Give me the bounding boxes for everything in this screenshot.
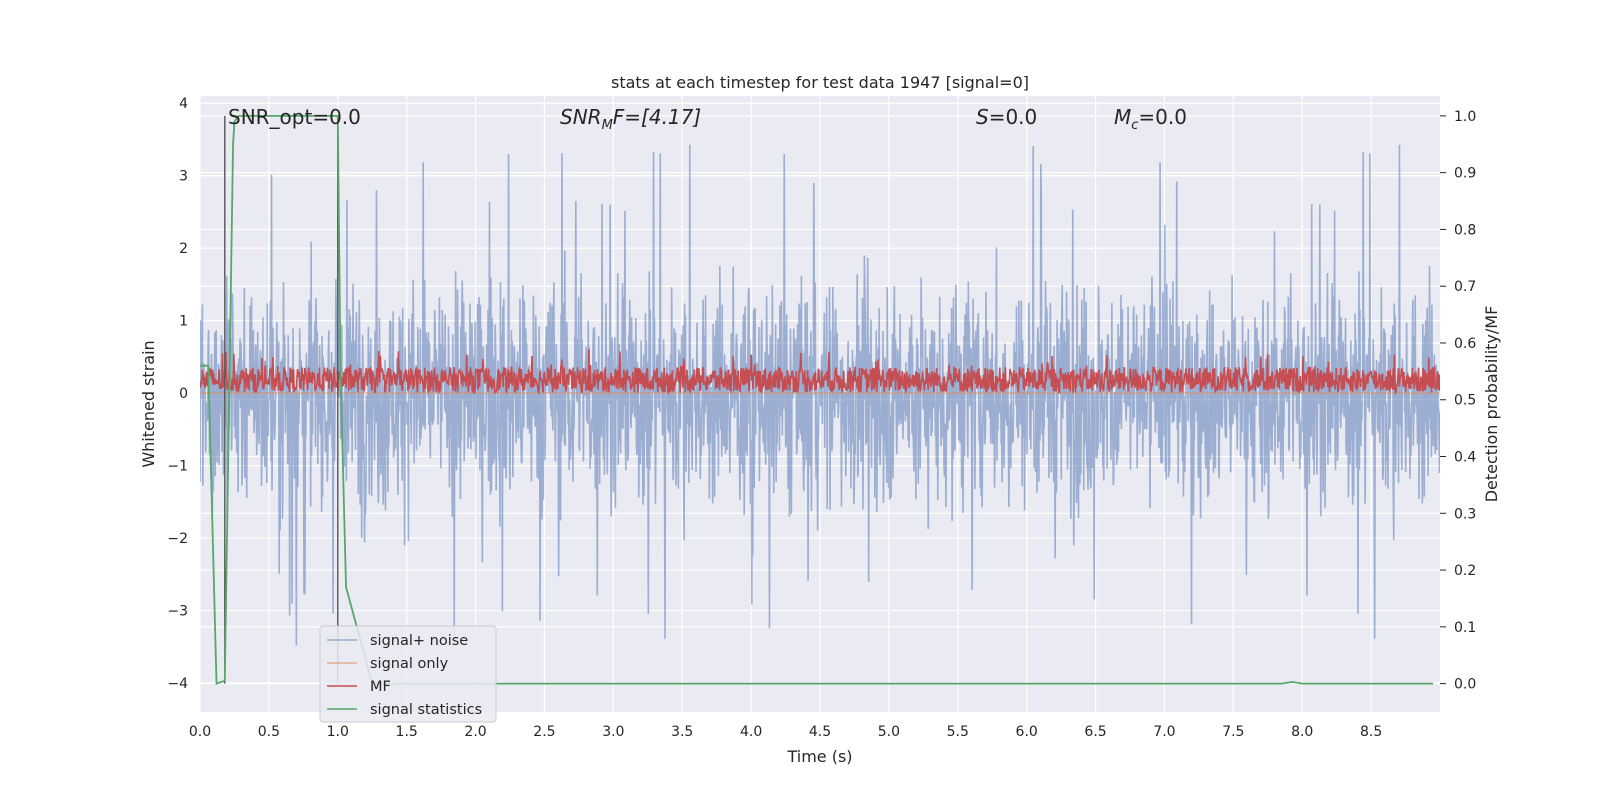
annotation-snr-mf: SNRMF=[4.17] — [560, 105, 701, 133]
y2-axis-label: Detection probability/MF — [1482, 306, 1501, 503]
x-tick-label: 3.0 — [602, 724, 624, 740]
y2-tick-label: 1.0 — [1454, 109, 1476, 125]
x-tick-label: 4.5 — [809, 724, 831, 740]
x-tick-label: 5.0 — [878, 724, 900, 740]
annotation-mc: Mc=0.0 — [1114, 105, 1187, 133]
x-tick-label: 1.5 — [396, 724, 418, 740]
legend-label-signal-noise: signal+ noise — [370, 633, 468, 649]
y-tick-label: 2 — [179, 241, 188, 257]
y2-tick-label: 0.6 — [1454, 336, 1476, 352]
y2-tick-label: 0.1 — [1454, 620, 1476, 636]
annotation-snr-opt: SNR_opt=0.0 — [228, 105, 361, 129]
x-axis-label: Time (s) — [786, 747, 852, 766]
y2-tick-label: 0.2 — [1454, 563, 1476, 579]
y2-tick-label: 0.5 — [1454, 393, 1476, 409]
x-tick-label: 2.5 — [533, 724, 555, 740]
annotation-snr-mf-base: SNR — [560, 105, 602, 129]
x-tick-label: 8.0 — [1291, 724, 1313, 740]
series-signal-noise — [200, 144, 1440, 646]
y-axis-label: Whitened strain — [139, 340, 158, 467]
y2-tick-label: 0.8 — [1454, 222, 1476, 238]
x-tick-label: 2.0 — [464, 724, 486, 740]
x-tick-label: 4.0 — [740, 724, 762, 740]
series-mf — [200, 349, 1440, 396]
x-tick-label: 6.0 — [1016, 724, 1038, 740]
y-tick-label: −3 — [167, 604, 188, 620]
x-tick-label: 3.5 — [671, 724, 693, 740]
annotation-snr-mf-sub: M — [602, 118, 613, 133]
y-tick-label: −4 — [167, 676, 188, 692]
annotation-s: S=0.0 — [976, 105, 1037, 129]
y2-tick-label: 0.9 — [1454, 166, 1476, 182]
y2-tick-label: 0.0 — [1454, 677, 1476, 693]
legend: signal+ noise signal only MF signal stat… — [319, 625, 497, 723]
x-tick-label: 7.5 — [1222, 724, 1244, 740]
legend-label-signal-statistics: signal statistics — [370, 702, 482, 718]
x-tick-label: 5.5 — [947, 724, 969, 740]
annotation-s-base: S — [976, 105, 989, 129]
y2-tick-labels: 0.0 0.1 0.2 0.3 0.4 0.5 0.6 0.7 0.8 0.9 1.0 — [1440, 109, 1476, 693]
x-tick-labels: 0.0 0.5 1.0 1.5 2.0 2.5 3.0 3.5 4.0 4.5 5.0 5.5 6.0 6… — [189, 724, 1382, 740]
y-tick-labels: −4 −3 −2 −1 0 1 2 3 4 — [167, 96, 188, 692]
x-tick-label: 6.5 — [1084, 724, 1106, 740]
annotation-mc-rest: =0.0 — [1138, 105, 1187, 129]
annotation-mc-sub: c — [1131, 118, 1138, 133]
chart-title: stats at each timestep for test data 194… — [611, 73, 1029, 92]
annotation-s-rest: =0.0 — [989, 105, 1038, 129]
x-tick-label: 0.5 — [258, 724, 280, 740]
y-tick-label: 1 — [179, 314, 188, 330]
y-tick-label: −2 — [167, 531, 188, 547]
y-tick-label: 0 — [179, 386, 188, 402]
legend-label-mf: MF — [370, 679, 391, 695]
y-tick-label: −1 — [167, 459, 188, 475]
x-tick-label: 0.0 — [189, 724, 211, 740]
y2-tick-label: 0.4 — [1454, 450, 1476, 466]
x-tick-label: 1.0 — [327, 724, 349, 740]
x-tick-label: 8.5 — [1360, 724, 1382, 740]
legend-box — [319, 625, 497, 723]
y-tick-label: 3 — [179, 169, 188, 185]
legend-label-signal-only: signal only — [370, 656, 449, 672]
y2-tick-label: 0.3 — [1454, 506, 1476, 522]
y-tick-label: 4 — [179, 96, 188, 112]
annotation-mc-base: M — [1114, 105, 1131, 129]
x-tick-label: 7.0 — [1153, 724, 1175, 740]
y2-tick-label: 0.7 — [1454, 279, 1476, 295]
annotation-snr-mf-rest: F=[4.17] — [613, 105, 701, 129]
